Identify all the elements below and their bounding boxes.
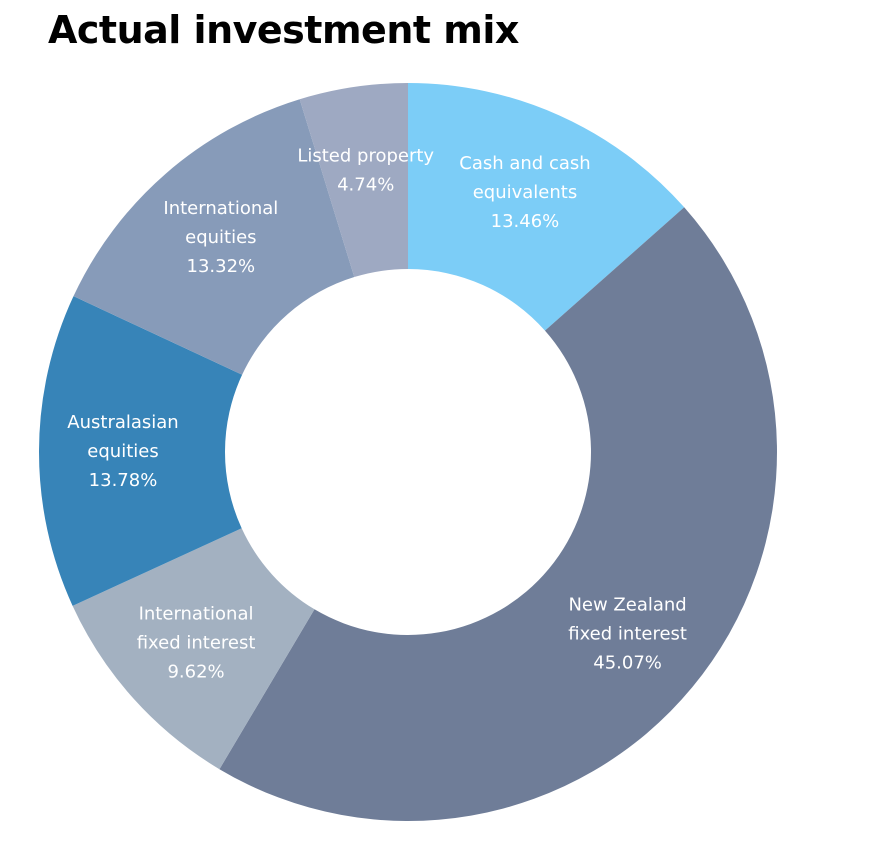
slice-name-label: equities: [185, 227, 256, 248]
chart-title: Actual investment mix: [48, 8, 519, 52]
slice-label: International fixed interest 9.62%: [137, 604, 256, 683]
slice-name-label: International: [163, 198, 278, 219]
slice-label: Australasian equities 13.78%: [67, 412, 178, 491]
slice-name-label: equities: [87, 441, 158, 462]
slice-value-label: 4.74%: [337, 175, 394, 196]
donut-slice-listed-property: [299, 83, 408, 278]
donut-slice-international-equities: [73, 99, 355, 375]
slice-name-label: Cash and cash: [459, 153, 590, 174]
slice-label: Listed property 4.74%: [297, 146, 434, 196]
slice-value-label: 45.07%: [593, 653, 662, 674]
slice-value-label: 13.78%: [89, 470, 158, 491]
slice-name-label: fixed interest: [568, 624, 687, 645]
slice-value-label: 13.32%: [187, 256, 256, 277]
slice-label: Cash and cash equivalents 13.46%: [459, 153, 590, 232]
slice-name-label: Listed property: [297, 146, 434, 167]
donut-slice-international-fixed-interest: [72, 528, 315, 770]
slice-label: International equities 13.32%: [163, 198, 278, 277]
slice-name-label: Australasian: [67, 412, 178, 433]
donut-slice-australasian-equities: [39, 296, 243, 606]
slice-label: New Zealand fixed interest 45.07%: [568, 595, 687, 674]
donut-slice-new-zealand-fixed-interest: [219, 207, 778, 822]
slice-value-label: 13.46%: [491, 211, 560, 232]
slice-name-label: equivalents: [473, 182, 578, 203]
donut-slice-cash-and-cash-equivalents: [408, 83, 685, 331]
slice-name-label: fixed interest: [137, 633, 256, 654]
slice-name-label: International: [139, 604, 254, 625]
slice-value-label: 9.62%: [167, 662, 224, 683]
slice-name-label: New Zealand: [568, 595, 686, 616]
